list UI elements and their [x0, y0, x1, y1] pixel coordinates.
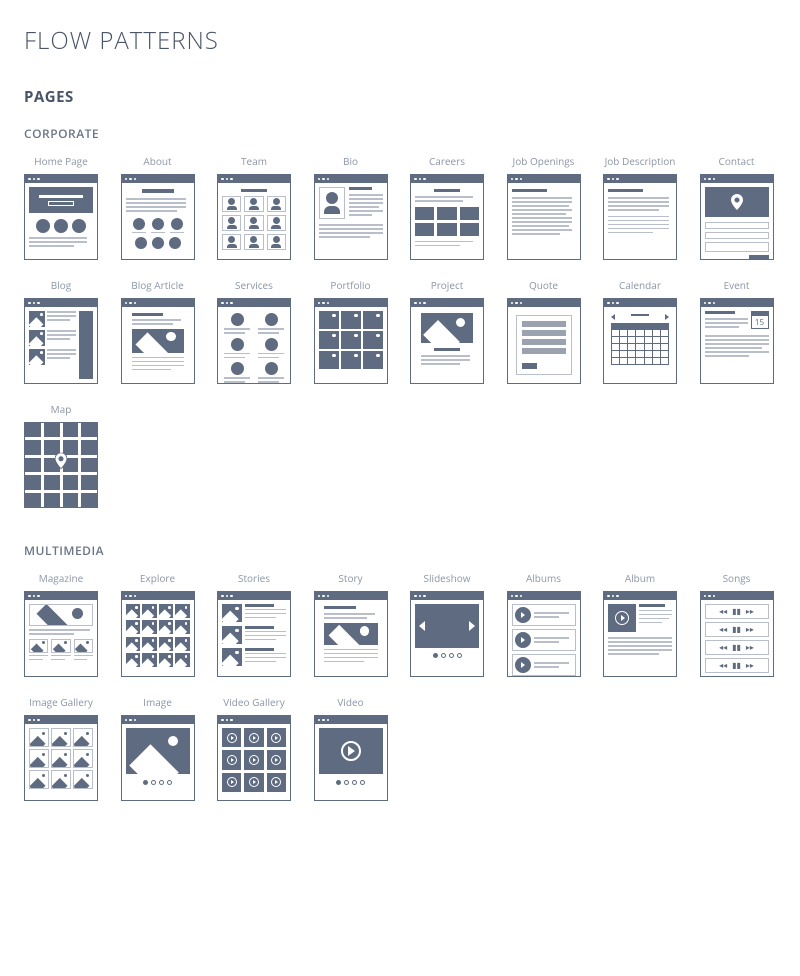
pattern-about[interactable]: About — [121, 154, 195, 260]
wireframe-thumbnail — [507, 174, 581, 260]
pattern-video[interactable]: Video — [314, 695, 388, 801]
pattern-label: Map — [24, 402, 98, 416]
wireframe-thumbnail: .photo[style*='#5f6b80']::after{backgrou… — [314, 591, 388, 677]
pattern-blog[interactable]: Blog .photo[style*='#5f6b80']::after{bac… — [24, 278, 98, 384]
pattern-event[interactable]: Event 15 — [700, 278, 774, 384]
wireframe-thumbnail — [410, 591, 484, 677]
wireframe-thumbnail — [507, 591, 581, 677]
pattern-videogallery[interactable]: Video Gallery — [217, 695, 291, 801]
category-title: CORPORATE — [24, 125, 776, 142]
pattern-label: Blog — [24, 278, 98, 292]
wireframe-thumbnail: .photo[style*='#5f6b80']::after{backgrou… — [24, 298, 98, 384]
pattern-label: About — [121, 154, 195, 168]
wireframe-thumbnail — [121, 174, 195, 260]
wireframe-thumbnail — [217, 298, 291, 384]
pattern-label: Blog Article — [121, 278, 195, 292]
pattern-magazine[interactable]: Magazine — [24, 571, 98, 677]
wireframe-thumbnail — [410, 174, 484, 260]
event-date: 15 — [752, 316, 768, 328]
pattern-imagegallery[interactable]: Image Gallery .grid3 .photo::after{backg… — [24, 695, 98, 801]
pattern-project[interactable]: Project .photo[style*='#5f6b80']::after{… — [410, 278, 484, 384]
wireframe-thumbnail — [121, 715, 195, 801]
pattern-explore[interactable]: Explore .photo[style*='#5f6b80']::after{… — [121, 571, 195, 677]
pattern-blogarticle[interactable]: Blog Article .photo[style*='#5f6b80']::a… — [121, 278, 195, 384]
pattern-label: Magazine — [24, 571, 98, 585]
pattern-image[interactable]: Image — [121, 695, 195, 801]
wireframe-thumbnail: .photo[style*='#5f6b80']::after{backgrou… — [314, 298, 388, 384]
wireframe-thumbnail — [314, 715, 388, 801]
pattern-label: Quote — [507, 278, 581, 292]
pattern-slideshow[interactable]: Slideshow — [410, 571, 484, 677]
pattern-bio[interactable]: Bio — [314, 154, 388, 260]
wireframe-thumbnail: .grid3 .photo::after{background:#5f6b80} — [24, 715, 98, 801]
pattern-portfolio[interactable]: Portfolio .photo[style*='#5f6b80']::afte… — [314, 278, 388, 384]
wireframe-thumbnail: .photo[style*='#5f6b80']::after{backgrou… — [217, 591, 291, 677]
pattern-songs[interactable]: Songs ◂◂ ▮▮ ▸▸ ◂◂ ▮▮ ▸▸ ◂◂ ▮▮ ▸▸ — [700, 571, 774, 677]
wireframe-thumbnail — [603, 591, 677, 677]
wireframe-thumbnail: .photo[style*='#5f6b80']::after{backgrou… — [121, 591, 195, 677]
pattern-label: Bio — [314, 154, 388, 168]
pattern-jobopenings[interactable]: Job Openings — [507, 154, 581, 260]
pattern-label: Songs — [700, 571, 774, 585]
wireframe-thumbnail — [24, 422, 98, 508]
pattern-label: Image Gallery — [24, 695, 98, 709]
pattern-label: Portfolio — [314, 278, 388, 292]
pattern-label: Job Openings — [507, 154, 581, 168]
pattern-label: Calendar — [603, 278, 677, 292]
pattern-label: Event — [700, 278, 774, 292]
pattern-label: Explore — [121, 571, 195, 585]
wireframe-thumbnail — [507, 298, 581, 384]
pattern-albums[interactable]: Albums — [507, 571, 581, 677]
wireframe-thumbnail — [217, 174, 291, 260]
pattern-stories[interactable]: Stories .photo[style*='#5f6b80']::after{… — [217, 571, 291, 677]
pattern-label: Album — [603, 571, 677, 585]
pattern-label: Careers — [410, 154, 484, 168]
pattern-label: Video Gallery — [217, 695, 291, 709]
pattern-contact[interactable]: Contact — [700, 154, 774, 260]
pattern-label: Albums — [507, 571, 581, 585]
pattern-story[interactable]: Story .photo[style*='#5f6b80']::after{ba… — [314, 571, 388, 677]
wireframe-thumbnail — [24, 591, 98, 677]
pattern-label: Home Page — [24, 154, 98, 168]
pattern-map[interactable]: Map — [24, 402, 98, 508]
wireframe-thumbnail — [700, 174, 774, 260]
wireframe-thumbnail — [603, 174, 677, 260]
wireframe-thumbnail: .photo[style*='#5f6b80']::after{backgrou… — [410, 298, 484, 384]
pattern-homepage[interactable]: Home Page — [24, 154, 98, 260]
pattern-jobdescription[interactable]: Job Description — [603, 154, 677, 260]
pattern-label: Services — [217, 278, 291, 292]
pattern-label: Slideshow — [410, 571, 484, 585]
pattern-label: Story — [314, 571, 388, 585]
pattern-calendar[interactable]: Calendar — [603, 278, 677, 384]
wireframe-thumbnail: 15 — [700, 298, 774, 384]
pattern-album[interactable]: Album — [603, 571, 677, 677]
section-title: PAGES — [24, 87, 776, 107]
wireframe-thumbnail — [217, 715, 291, 801]
pattern-label: Job Description — [603, 154, 677, 168]
pattern-label: Stories — [217, 571, 291, 585]
wireframe-thumbnail: .photo[style*='#5f6b80']::after{backgrou… — [121, 298, 195, 384]
pattern-services[interactable]: Services — [217, 278, 291, 384]
wireframe-thumbnail: ◂◂ ▮▮ ▸▸ ◂◂ ▮▮ ▸▸ ◂◂ ▮▮ ▸▸ ◂◂ ▮▮ ▸▸ — [700, 591, 774, 677]
pattern-label: Video — [314, 695, 388, 709]
page-title: FLOW PATTERNS — [24, 24, 776, 57]
pattern-label: Image — [121, 695, 195, 709]
pattern-quote[interactable]: Quote — [507, 278, 581, 384]
pattern-label: Team — [217, 154, 291, 168]
pattern-label: Contact — [700, 154, 774, 168]
wireframe-thumbnail — [314, 174, 388, 260]
wireframe-thumbnail — [24, 174, 98, 260]
category-title: MULTIMEDIA — [24, 542, 776, 559]
wireframe-thumbnail — [603, 298, 677, 384]
pattern-careers[interactable]: Careers — [410, 154, 484, 260]
pattern-team[interactable]: Team — [217, 154, 291, 260]
pattern-label: Project — [410, 278, 484, 292]
